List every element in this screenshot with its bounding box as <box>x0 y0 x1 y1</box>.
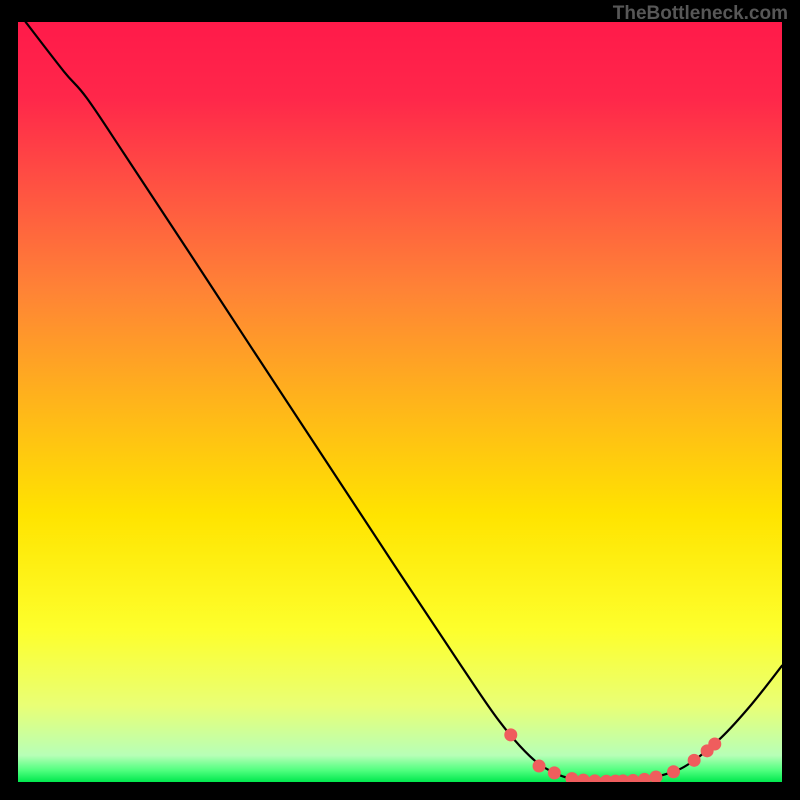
data-marker <box>533 760 546 773</box>
data-marker <box>548 766 561 779</box>
chart-svg <box>18 22 782 782</box>
data-marker <box>688 754 701 767</box>
data-marker <box>504 728 517 741</box>
data-marker <box>667 765 680 778</box>
gradient-background <box>18 22 782 782</box>
chart-plot-area <box>18 22 782 782</box>
data-marker <box>708 738 721 751</box>
watermark-text: TheBottleneck.com <box>613 3 788 25</box>
